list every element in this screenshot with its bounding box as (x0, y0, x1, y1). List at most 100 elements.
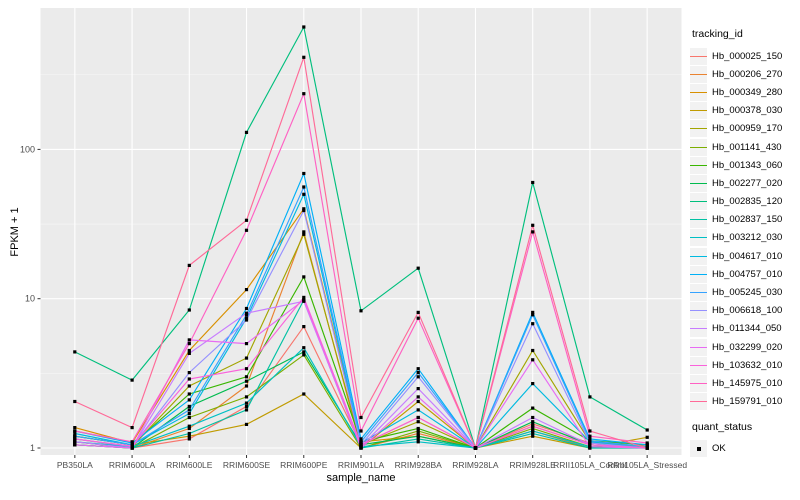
legend-item-label: Hb_002835_120 (712, 196, 783, 208)
legend-key-line (690, 219, 707, 221)
x-tick-label: RRIM600LA (109, 460, 156, 470)
legend-key-swatch (690, 174, 707, 192)
data-point (359, 446, 363, 450)
data-point (187, 351, 191, 355)
legend-key-swatch (690, 65, 707, 83)
legend-key-swatch (690, 211, 707, 229)
data-point (531, 348, 535, 353)
legend-key-swatch (690, 83, 707, 101)
legend-key-line (690, 255, 707, 257)
data-point (531, 426, 535, 431)
data-point (187, 398, 191, 402)
legend-item-label: Hb_000378_030 (712, 105, 783, 117)
data-point (302, 25, 306, 29)
data-point (302, 207, 306, 211)
data-point (416, 399, 420, 404)
x-tick-label: RRIM928LE (510, 460, 557, 470)
legend-key-swatch (690, 120, 707, 138)
data-point (359, 443, 363, 447)
legend-key-line (690, 328, 707, 330)
legend-key-line (690, 55, 707, 57)
data-point (416, 437, 420, 441)
quant-status-point-icon (696, 446, 701, 451)
y-axis-title: FPKM + 1 (9, 207, 21, 257)
data-point (73, 443, 77, 447)
quant-status-item-list: OK (690, 440, 798, 458)
legend-key-line (690, 110, 707, 112)
legend-key-swatch (690, 102, 707, 120)
data-point (416, 434, 420, 438)
data-point (244, 356, 249, 360)
data-point (130, 440, 134, 444)
legend-item-label: Hb_004617_010 (712, 250, 783, 262)
legend-key-line (690, 128, 707, 130)
data-point (531, 358, 535, 362)
legend-item-label: Hb_002837_150 (712, 214, 783, 226)
data-point (73, 440, 77, 444)
data-point (130, 444, 134, 448)
data-point (416, 431, 420, 436)
data-point (130, 446, 134, 450)
data-point (244, 401, 249, 405)
data-point (187, 263, 191, 267)
legend-item-label: Hb_000206_270 (712, 68, 783, 80)
data-point (531, 434, 535, 438)
data-point (187, 371, 191, 375)
data-point (416, 420, 420, 424)
legend-key-swatch (690, 138, 707, 156)
data-point (645, 428, 649, 432)
data-point (416, 375, 420, 379)
data-point (302, 353, 306, 357)
data-point (531, 310, 535, 314)
legend-key-swatch (690, 265, 707, 283)
legend-item-label: Hb_145975_010 (712, 377, 783, 389)
data-point (531, 420, 535, 424)
data-point (531, 422, 535, 426)
legend-key-swatch (690, 247, 707, 265)
data-point (588, 443, 592, 447)
data-point (416, 310, 420, 314)
data-point (302, 185, 306, 189)
legend-item: Hb_003212_030 (690, 229, 798, 247)
legend-item-label: Hb_001141_430 (712, 141, 782, 153)
data-point (302, 325, 306, 329)
x-tick-label: RRIM600SE (223, 460, 271, 470)
data-point (130, 378, 134, 382)
data-point (244, 367, 249, 371)
legend-key-line (690, 201, 707, 203)
legend-key-swatch (690, 193, 707, 211)
legend-key-line (690, 401, 707, 403)
x-tick-label: RRIM901LA (338, 460, 385, 470)
legend-item-label: Hb_000025_150 (712, 50, 783, 62)
data-point (244, 342, 249, 346)
legend-key-line (690, 182, 707, 184)
data-point (531, 230, 535, 234)
data-point (588, 437, 592, 441)
legend-item: Hb_000959_170 (690, 120, 798, 138)
legend-item-label: Hb_002277_020 (712, 177, 783, 189)
data-point (244, 318, 249, 322)
data-point (416, 429, 420, 433)
data-point (244, 316, 249, 320)
data-point (531, 322, 535, 326)
legend-key-line (690, 310, 707, 312)
legend-key-swatch (690, 229, 707, 247)
data-point (359, 309, 363, 313)
legend-item: Hb_001141_430 (690, 138, 798, 156)
data-point (588, 395, 592, 399)
x-tick-label: RRIM928BA (395, 460, 443, 470)
data-point (244, 375, 249, 379)
legend-item-label: Hb_003212_030 (712, 232, 783, 244)
legend-key-swatch (690, 393, 707, 411)
legend-item: Hb_004617_010 (690, 247, 798, 265)
legend-item: Hb_000378_030 (690, 102, 798, 120)
data-point (302, 295, 306, 299)
data-point (73, 437, 77, 441)
data-point (645, 446, 649, 450)
data-point (187, 377, 191, 381)
data-point (416, 266, 420, 270)
legend-key-swatch (690, 156, 707, 174)
data-point (588, 445, 592, 449)
x-tick-label: RRIM600LE (166, 460, 213, 470)
